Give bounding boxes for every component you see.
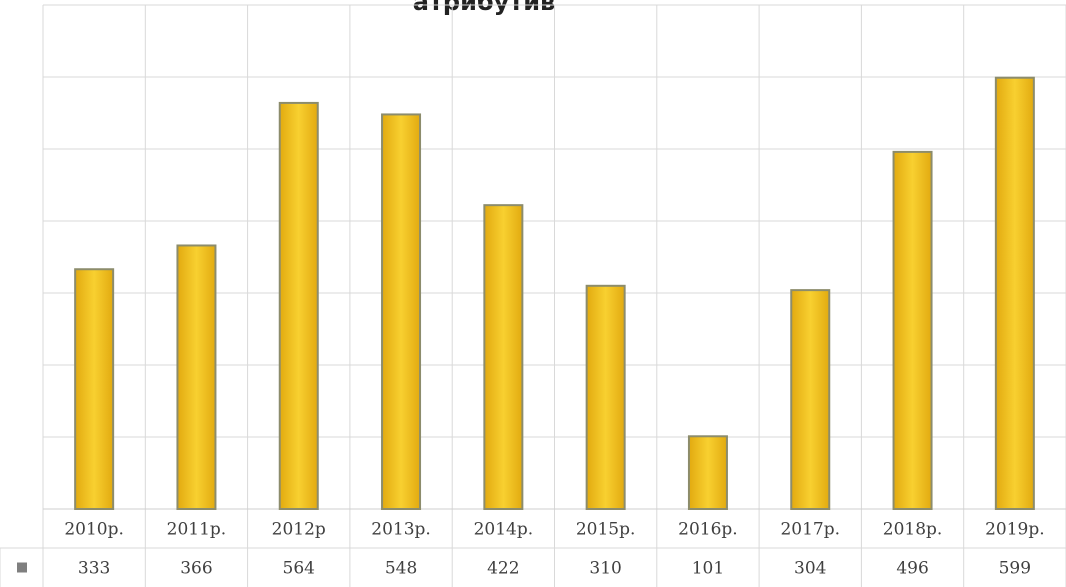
category-label: 2015р. xyxy=(576,520,636,540)
legend-key xyxy=(17,562,27,573)
gridlines xyxy=(0,4,1066,587)
bars xyxy=(74,76,1035,510)
data-table: 2010р. 2011р. 2012р 2013р. 2014р. 2015р. 2016р… xyxy=(17,520,1045,579)
data-label: 366 xyxy=(180,559,212,579)
bar xyxy=(687,435,728,510)
bar xyxy=(176,244,217,510)
category-label: 2013р. xyxy=(371,520,431,540)
category-label: 2018р. xyxy=(883,520,943,540)
data-label: 422 xyxy=(487,559,519,579)
bar xyxy=(790,289,831,510)
category-label: 2010р. xyxy=(64,520,124,540)
data-label: 333 xyxy=(78,559,110,579)
chart-title: атрибутив xyxy=(413,0,555,16)
data-label: 310 xyxy=(589,559,621,579)
category-label: 2016р. xyxy=(678,520,738,540)
data-label: 564 xyxy=(283,559,315,579)
category-label: 2017р. xyxy=(780,520,840,540)
bar xyxy=(483,204,524,510)
data-label: 101 xyxy=(692,559,724,579)
bar xyxy=(892,150,933,510)
bar xyxy=(74,268,115,510)
data-label: 304 xyxy=(794,559,826,579)
bar xyxy=(585,284,626,510)
bar xyxy=(381,113,422,510)
bar xyxy=(278,101,319,510)
data-label: 548 xyxy=(385,559,417,579)
bar xyxy=(994,76,1035,510)
data-label: 496 xyxy=(896,559,928,579)
category-label: 2012р xyxy=(272,520,326,540)
category-label: 2019р. xyxy=(985,520,1045,540)
data-label: 599 xyxy=(999,559,1031,579)
category-label: 2011р. xyxy=(167,520,227,540)
category-label: 2014р. xyxy=(474,520,534,540)
